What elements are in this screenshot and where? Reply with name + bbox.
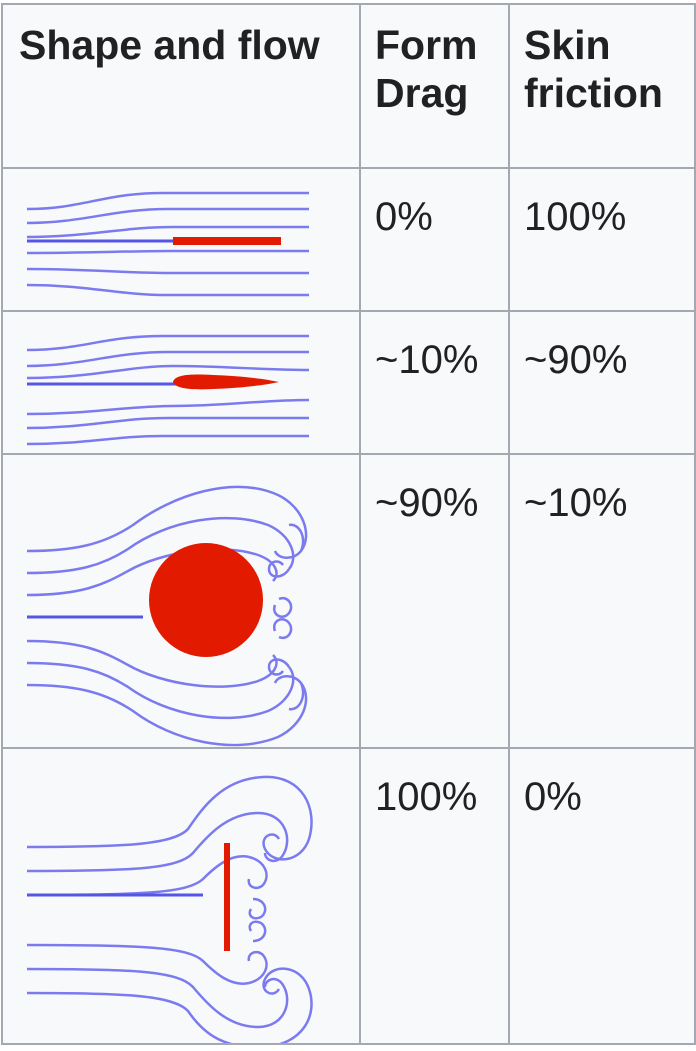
flat-plate-parallel-flow-diagram [26,191,309,297]
form-drag-cell: 100% [359,747,510,1045]
header-skin-friction: Skin friction [508,3,696,169]
perpendicular-plate-flow-diagram [26,775,313,1043]
shape-cell [1,167,361,312]
form-drag-cell: ~10% [359,310,510,455]
header-shape-and-flow: Shape and flow [1,3,361,169]
shape-cell [1,310,361,455]
flat-plate-shape [173,237,281,245]
form-drag-cell: ~90% [359,453,510,749]
table-row: ~90% ~10% [1,453,696,749]
skin-friction-cell: 0% [508,747,696,1045]
header-form-line2: Drag [375,70,469,116]
table-row: 0% 100% [1,167,696,312]
perpendicular-plate-shape [224,843,230,951]
table-row: 100% 0% [1,747,696,1045]
header-form-drag: Form Drag [359,3,510,169]
airfoil-shape [173,374,279,390]
drag-comparison-table: Shape and flow Form Drag Skin friction [1,3,696,1045]
header-skin-line2: friction [524,70,663,116]
shape-cell [1,453,361,749]
header-form-line1: Form [375,22,478,68]
skin-friction-cell: ~90% [508,310,696,455]
header-shape-label: Shape and flow [19,22,320,68]
header-row: Shape and flow Form Drag Skin friction [1,3,696,169]
table-row: ~10% ~90% [1,310,696,455]
sphere-shape [149,543,263,657]
form-drag-cell: 0% [359,167,510,312]
streamlined-body-flow-diagram [26,334,310,446]
shape-cell [1,747,361,1045]
sphere-flow-diagram [26,485,308,747]
skin-friction-cell: 100% [508,167,696,312]
skin-friction-cell: ~10% [508,453,696,749]
header-skin-line1: Skin [524,22,611,68]
